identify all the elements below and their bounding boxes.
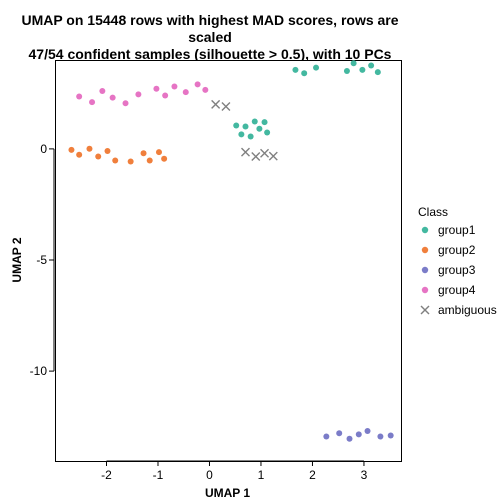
x-tick-label: -2 (101, 468, 112, 482)
y-axis-label: UMAP 2 (10, 237, 24, 282)
chart-container: UMAP on 15448 rows with highest MAD scor… (0, 0, 504, 504)
chart-title-line1: UMAP on 15448 rows with highest MAD scor… (0, 12, 420, 46)
x-tick-label: 1 (258, 468, 265, 482)
dot-icon (418, 263, 432, 277)
plot-area (55, 60, 402, 462)
cross-icon (418, 303, 432, 317)
legend-item: group3 (418, 263, 475, 277)
x-tick-label: 2 (309, 468, 316, 482)
scatter-svg (56, 61, 401, 461)
dot-icon (418, 283, 432, 297)
dot-icon (418, 243, 432, 257)
x-axis-label: UMAP 1 (205, 486, 250, 500)
legend-item-label: group1 (438, 223, 475, 237)
x-tick-label: 0 (206, 468, 213, 482)
legend-item-label: group4 (438, 283, 475, 297)
x-tick-label: -1 (153, 468, 164, 482)
dot-icon (418, 223, 432, 237)
legend-item-label: ambiguous (438, 303, 497, 317)
chart-title: UMAP on 15448 rows with highest MAD scor… (0, 12, 420, 62)
legend-title: Class (418, 205, 448, 219)
y-tick-label: -10 (25, 364, 47, 378)
legend-item: group2 (418, 243, 475, 257)
legend-item: ambiguous (418, 303, 497, 317)
legend-item: group1 (418, 223, 475, 237)
x-tick-label: 3 (361, 468, 368, 482)
legend-item-label: group3 (438, 263, 475, 277)
legend-item-label: group2 (438, 243, 475, 257)
legend-item: group4 (418, 283, 475, 297)
y-tick-label: -5 (25, 253, 47, 267)
y-tick-label: 0 (25, 142, 47, 156)
